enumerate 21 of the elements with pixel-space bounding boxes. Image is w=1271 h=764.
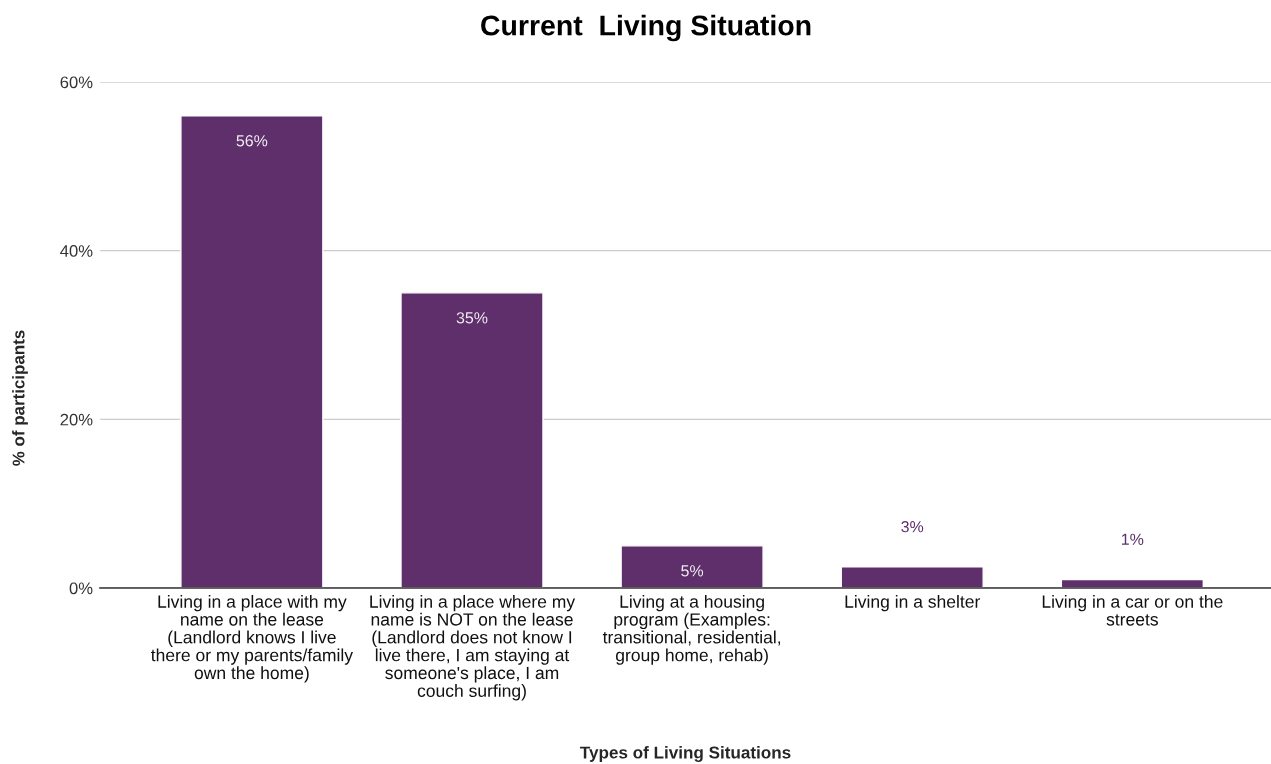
x-tick-label: Living in a shelter — [845, 594, 981, 612]
bar — [180, 115, 324, 588]
x-axis-title: Types of Living Situations — [580, 746, 791, 762]
x-tick-label: Living in a car or on the streets — [1042, 594, 1223, 626]
data-label: 35% — [456, 312, 488, 324]
x-tick-label: Living in a place with my name on the lease (Landlord knows I live there or my parents/family own the home) — [151, 594, 353, 683]
bar — [620, 545, 764, 588]
bar — [840, 566, 984, 588]
data-label: 56% — [236, 135, 268, 147]
x-tick-label: Living in a place where my name is NOT on the lease (Landlord does not know I live there, I am staying at someone's place, I am couch surfing) — [370, 594, 576, 701]
y-axis-title: % of participants — [12, 330, 28, 466]
chart-title: Current Living Situation — [481, 14, 811, 42]
x-tick-label: Living at a housing program (Examples: transitional, residential, group home, rehab) — [602, 594, 781, 665]
data-label: 1% — [1122, 533, 1144, 545]
data-label: 3% — [901, 521, 924, 533]
bar — [400, 292, 544, 588]
y-tick-label: 0% — [69, 582, 93, 595]
y-tick-label: 40% — [60, 245, 93, 257]
y-tick-label: 60% — [60, 76, 93, 89]
data-label: 5% — [681, 565, 704, 577]
y-tick-label: 20% — [60, 413, 93, 426]
